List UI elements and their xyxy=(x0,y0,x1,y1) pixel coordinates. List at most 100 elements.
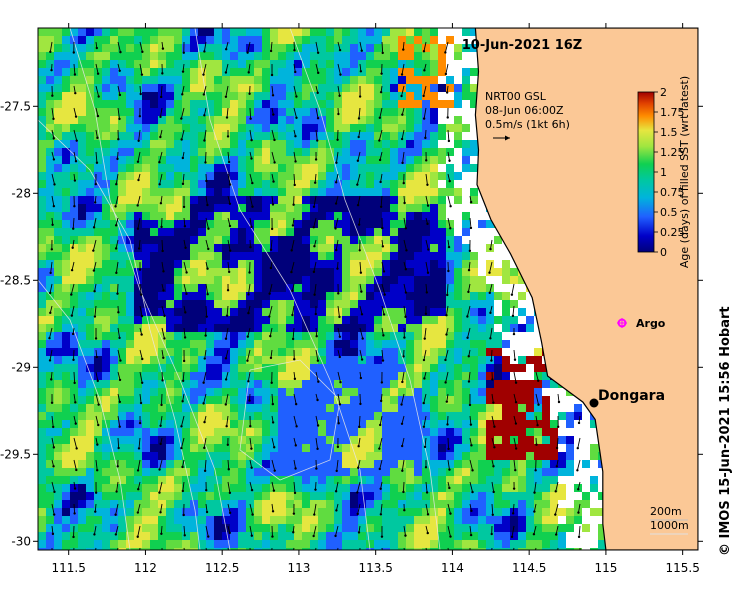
sst-cell xyxy=(94,372,102,380)
sst-cell xyxy=(294,340,302,348)
current-vector-head xyxy=(52,158,56,161)
sst-cell xyxy=(558,396,566,404)
sst-cell xyxy=(278,388,286,396)
current-vector-head xyxy=(446,116,449,119)
sst-cell xyxy=(550,460,558,468)
sst-cell xyxy=(310,348,318,356)
sst-cell xyxy=(438,156,446,164)
sst-cell xyxy=(414,180,422,188)
sst-cell xyxy=(46,84,54,92)
sst-cell xyxy=(414,268,422,276)
sst-cell xyxy=(230,148,238,156)
sst-cell xyxy=(430,28,438,36)
current-vector-head xyxy=(118,336,121,340)
sst-cell xyxy=(470,156,478,164)
sst-cell xyxy=(230,228,238,236)
sst-cell xyxy=(358,516,366,524)
sst-cell xyxy=(342,444,350,452)
sst-cell xyxy=(446,476,454,484)
sst-cell xyxy=(366,380,374,388)
current-vector-head xyxy=(533,510,536,513)
sst-cell xyxy=(254,68,262,76)
sst-cell xyxy=(214,244,222,252)
sst-cell xyxy=(94,436,102,444)
sst-cell xyxy=(310,548,318,550)
sst-cell xyxy=(78,396,86,404)
current-vector xyxy=(115,217,119,226)
sst-cell xyxy=(550,524,558,532)
sst-cell xyxy=(326,396,334,404)
sst-cell xyxy=(78,452,86,460)
sst-cell xyxy=(246,428,254,436)
sst-cell xyxy=(46,372,54,380)
sst-cell xyxy=(326,68,334,76)
sst-cell xyxy=(486,428,494,436)
current-vector-head xyxy=(291,313,294,317)
sst-cell xyxy=(350,444,358,452)
sst-cell xyxy=(558,460,566,468)
sst-cell xyxy=(238,108,246,116)
sst-cell xyxy=(70,276,78,284)
sst-cell xyxy=(78,92,86,100)
sst-cell xyxy=(494,452,502,460)
sst-cell xyxy=(270,132,278,140)
current-vector-head xyxy=(512,487,516,490)
sst-cell xyxy=(126,356,134,364)
current-vector-head xyxy=(554,513,557,516)
current-vector xyxy=(337,305,340,317)
sst-cell xyxy=(366,60,374,68)
sst-cell xyxy=(430,188,438,196)
sst-cell xyxy=(518,436,526,444)
current-vector-head xyxy=(334,202,338,205)
current-vector-head xyxy=(422,401,425,405)
sst-cell xyxy=(342,260,350,268)
sst-cell xyxy=(454,164,462,172)
sst-cell xyxy=(558,540,566,548)
current-vector-head xyxy=(358,556,360,558)
sst-cell xyxy=(542,532,550,540)
current-vector-head xyxy=(335,161,338,165)
sst-cell xyxy=(326,436,334,444)
sst-cell xyxy=(294,540,302,548)
sst-cell xyxy=(206,452,214,460)
current-vector-head xyxy=(137,139,140,142)
sst-cell xyxy=(526,380,534,388)
sst-cell xyxy=(230,340,238,348)
current-vector xyxy=(491,437,495,448)
current-vector-head xyxy=(444,358,447,362)
current-vector-head xyxy=(447,447,450,451)
sst-cell xyxy=(262,508,270,516)
sst-cell xyxy=(134,180,142,188)
sst-cell xyxy=(406,36,414,44)
sst-cell xyxy=(422,516,430,524)
sst-cell xyxy=(358,316,366,324)
current-vector-head xyxy=(207,535,210,538)
sst-cell xyxy=(398,148,406,156)
sst-cell xyxy=(102,308,110,316)
sst-cell xyxy=(198,388,206,396)
sst-cell xyxy=(62,404,70,412)
sst-cell xyxy=(166,500,174,508)
current-vector-head xyxy=(251,181,254,185)
sst-cell xyxy=(86,108,94,116)
sst-cell xyxy=(446,372,454,380)
sst-cell xyxy=(70,316,78,324)
sst-cell xyxy=(430,212,438,220)
sst-cell xyxy=(342,372,350,380)
sst-cell xyxy=(494,244,502,252)
sst-cell xyxy=(350,156,358,164)
sst-cell xyxy=(166,492,174,500)
sst-cell xyxy=(286,492,294,500)
sst-cell xyxy=(206,108,214,116)
sst-cell xyxy=(422,188,430,196)
sst-cell xyxy=(318,380,326,388)
sst-cell xyxy=(62,372,70,380)
sst-cell xyxy=(190,372,198,380)
sst-cell xyxy=(278,428,286,436)
sst-cell xyxy=(454,524,462,532)
current-vector xyxy=(203,63,207,75)
sst-cell xyxy=(166,452,174,460)
current-vector xyxy=(337,371,341,383)
sst-cell xyxy=(262,444,270,452)
sst-cell xyxy=(198,140,206,148)
